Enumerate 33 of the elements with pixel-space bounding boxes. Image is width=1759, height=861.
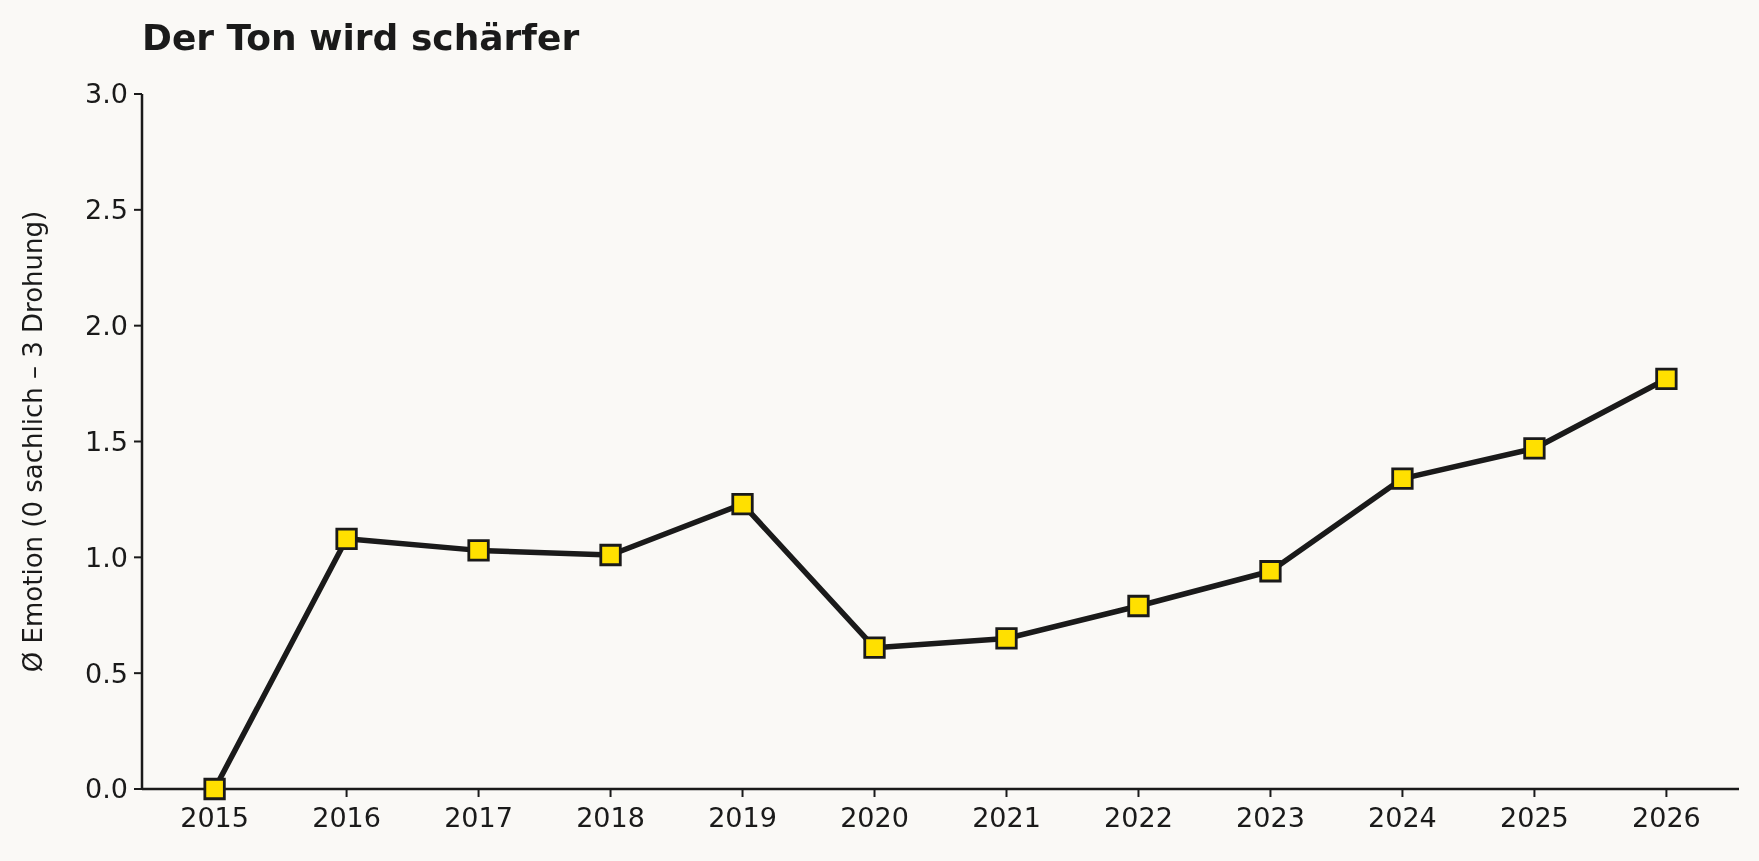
x-tick-label: 2017 [444, 802, 513, 833]
point [467, 539, 490, 562]
point [1127, 594, 1150, 618]
point [203, 777, 226, 801]
y-tick-label: 3.0 [85, 78, 128, 110]
y-tick-label: 1.0 [85, 541, 128, 573]
x-tick-label: 2023 [1236, 802, 1305, 833]
y-tick-label: 0.5 [85, 657, 128, 689]
y-tick-label: 2.5 [85, 194, 128, 226]
point [1523, 437, 1546, 460]
point [1655, 367, 1678, 391]
y-axis-title: Ø Emotion (0 sachlich – 3 Drohung) [18, 210, 48, 673]
x-tick-label: 2018 [576, 802, 645, 833]
x-tick-label: 2024 [1368, 802, 1437, 833]
x-tick-label: 2016 [312, 802, 381, 833]
point [863, 636, 886, 659]
x-tick-label: 2026 [1632, 802, 1701, 833]
y-tick-label: 0.0 [85, 773, 128, 805]
chart-title: Der Ton wird schärfer [142, 17, 580, 58]
point [995, 627, 1018, 650]
point [1259, 560, 1282, 583]
point [731, 492, 754, 516]
y-tick-label: 2.0 [85, 310, 128, 342]
x-tick-label: 2015 [180, 802, 249, 833]
x-tick-label: 2022 [1104, 802, 1173, 833]
x-tick-label: 2019 [708, 802, 777, 833]
x-tick-label: 2020 [840, 802, 909, 833]
point [1391, 467, 1414, 490]
point [335, 527, 358, 550]
point [599, 543, 622, 567]
x-tick-label: 2021 [972, 802, 1041, 833]
x-tick-label: 2025 [1500, 802, 1569, 833]
y-tick-label: 1.5 [85, 425, 128, 457]
